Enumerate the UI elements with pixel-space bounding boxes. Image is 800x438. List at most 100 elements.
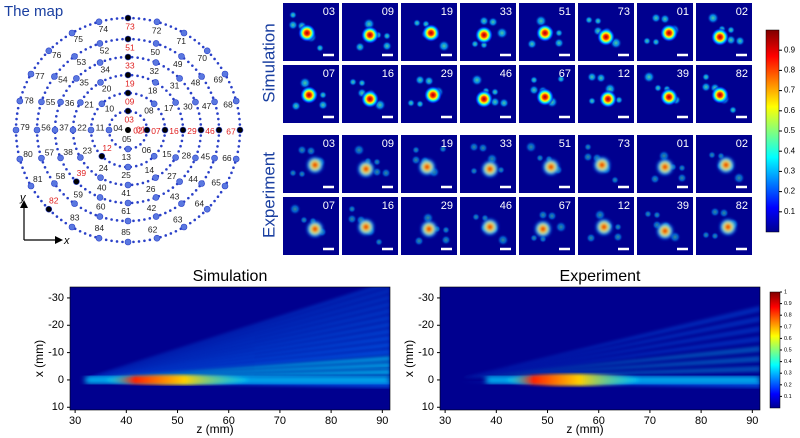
tile-label: 29	[441, 200, 453, 212]
map-node	[124, 53, 132, 61]
node-label: 50	[150, 47, 160, 57]
ring-dot	[130, 201, 134, 205]
ring-dot	[54, 120, 57, 124]
colorbar	[765, 29, 780, 233]
side-lobe	[711, 232, 719, 240]
ring-dot	[134, 92, 138, 96]
side-lobe	[496, 27, 508, 39]
map-node	[203, 47, 211, 55]
main-lobe	[420, 220, 438, 238]
tile-label: 07	[323, 68, 335, 80]
node-label: 81	[33, 174, 43, 184]
side-lobe	[375, 238, 383, 246]
ring-dot	[108, 57, 112, 61]
node-label: 61	[121, 206, 131, 216]
ring-dot	[227, 176, 231, 180]
map-background	[440, 287, 760, 410]
colorbar-tick-label: 0.3	[784, 371, 792, 377]
ring-dot	[114, 114, 117, 117]
ring-dot	[115, 17, 119, 20]
colorbar	[769, 291, 781, 409]
ring-dot	[219, 66, 223, 70]
ring-dot	[238, 139, 241, 143]
ring-dot	[93, 63, 97, 67]
ring-dot	[181, 123, 185, 126]
ring-dot	[160, 144, 163, 148]
colorbar-tick-label: 0.6	[784, 336, 792, 342]
x-tick-label: 90	[376, 415, 388, 427]
side-lobe	[644, 210, 652, 218]
map-node	[97, 79, 104, 86]
map-node	[125, 127, 131, 133]
y-tick-label: -30	[48, 292, 64, 304]
ring-dot	[25, 176, 29, 180]
node-label: 83	[70, 212, 80, 222]
ring-dot	[198, 117, 202, 121]
ring-dot	[121, 240, 124, 244]
ring-dot	[216, 195, 220, 199]
side-lobe	[643, 71, 655, 83]
side-lobe	[653, 211, 661, 219]
beam-tile: 82	[696, 65, 752, 123]
map-node	[105, 126, 113, 134]
map-node	[73, 75, 80, 82]
ring-dot	[37, 112, 40, 115]
ring-dot	[167, 67, 170, 71]
ring-dot	[183, 82, 187, 86]
ring-dot	[93, 193, 97, 197]
ring-dot	[143, 218, 146, 221]
main-beam	[506, 373, 640, 386]
side-lobe	[347, 214, 357, 224]
ring-dot	[88, 234, 92, 237]
side-lobe	[557, 75, 565, 83]
ring-dot	[40, 199, 43, 203]
ring-dot	[103, 197, 107, 201]
node-label: 39	[77, 168, 87, 178]
main-lobe	[534, 220, 552, 238]
main-lobe	[481, 160, 499, 178]
map-node	[211, 154, 218, 162]
beam-tile: 02	[696, 135, 752, 193]
tile-label: 02	[736, 6, 748, 18]
ring-dot	[58, 189, 62, 192]
ring-dot	[62, 64, 65, 67]
node-label: 66	[222, 153, 232, 163]
ring-dot	[55, 114, 58, 118]
node-label: 26	[146, 184, 156, 194]
node-label: 73	[125, 21, 135, 31]
ring-dot	[62, 94, 65, 97]
ring-dot	[191, 64, 194, 67]
ring-dot	[35, 134, 39, 137]
colorbar-tick-label: 0.1	[784, 207, 796, 216]
main-lobe	[481, 218, 499, 236]
side-lobe	[407, 99, 415, 107]
ring-dot	[181, 134, 185, 137]
ring-dot	[79, 184, 83, 188]
ring-dot	[213, 199, 216, 203]
ring-dot	[43, 166, 47, 169]
ring-dot	[171, 186, 175, 189]
side-lobe	[530, 234, 538, 242]
tile-label: 03	[323, 138, 335, 150]
ring-dot	[163, 123, 166, 126]
map-node	[152, 79, 159, 86]
x-tick-label: 30	[439, 415, 451, 427]
ring-dot	[168, 48, 172, 51]
ring-dot	[186, 170, 190, 173]
node-label: 57	[45, 148, 55, 158]
node-label: 78	[24, 96, 34, 106]
x-tick-label: 50	[171, 415, 183, 427]
node-label: 08	[144, 106, 154, 116]
side-lobe	[536, 154, 544, 162]
map-node	[192, 154, 199, 162]
ring-dot	[237, 112, 241, 115]
ring-dot	[15, 139, 18, 143]
ring-dot	[51, 211, 55, 215]
side-lobe-streak	[460, 355, 760, 378]
side-lobe	[297, 145, 307, 155]
colorbar-tick-label: 0.8	[784, 66, 796, 75]
ring-dot	[163, 134, 166, 137]
tile-label: 01	[677, 138, 689, 150]
map-node	[178, 53, 185, 60]
node-label: 13	[122, 152, 132, 162]
